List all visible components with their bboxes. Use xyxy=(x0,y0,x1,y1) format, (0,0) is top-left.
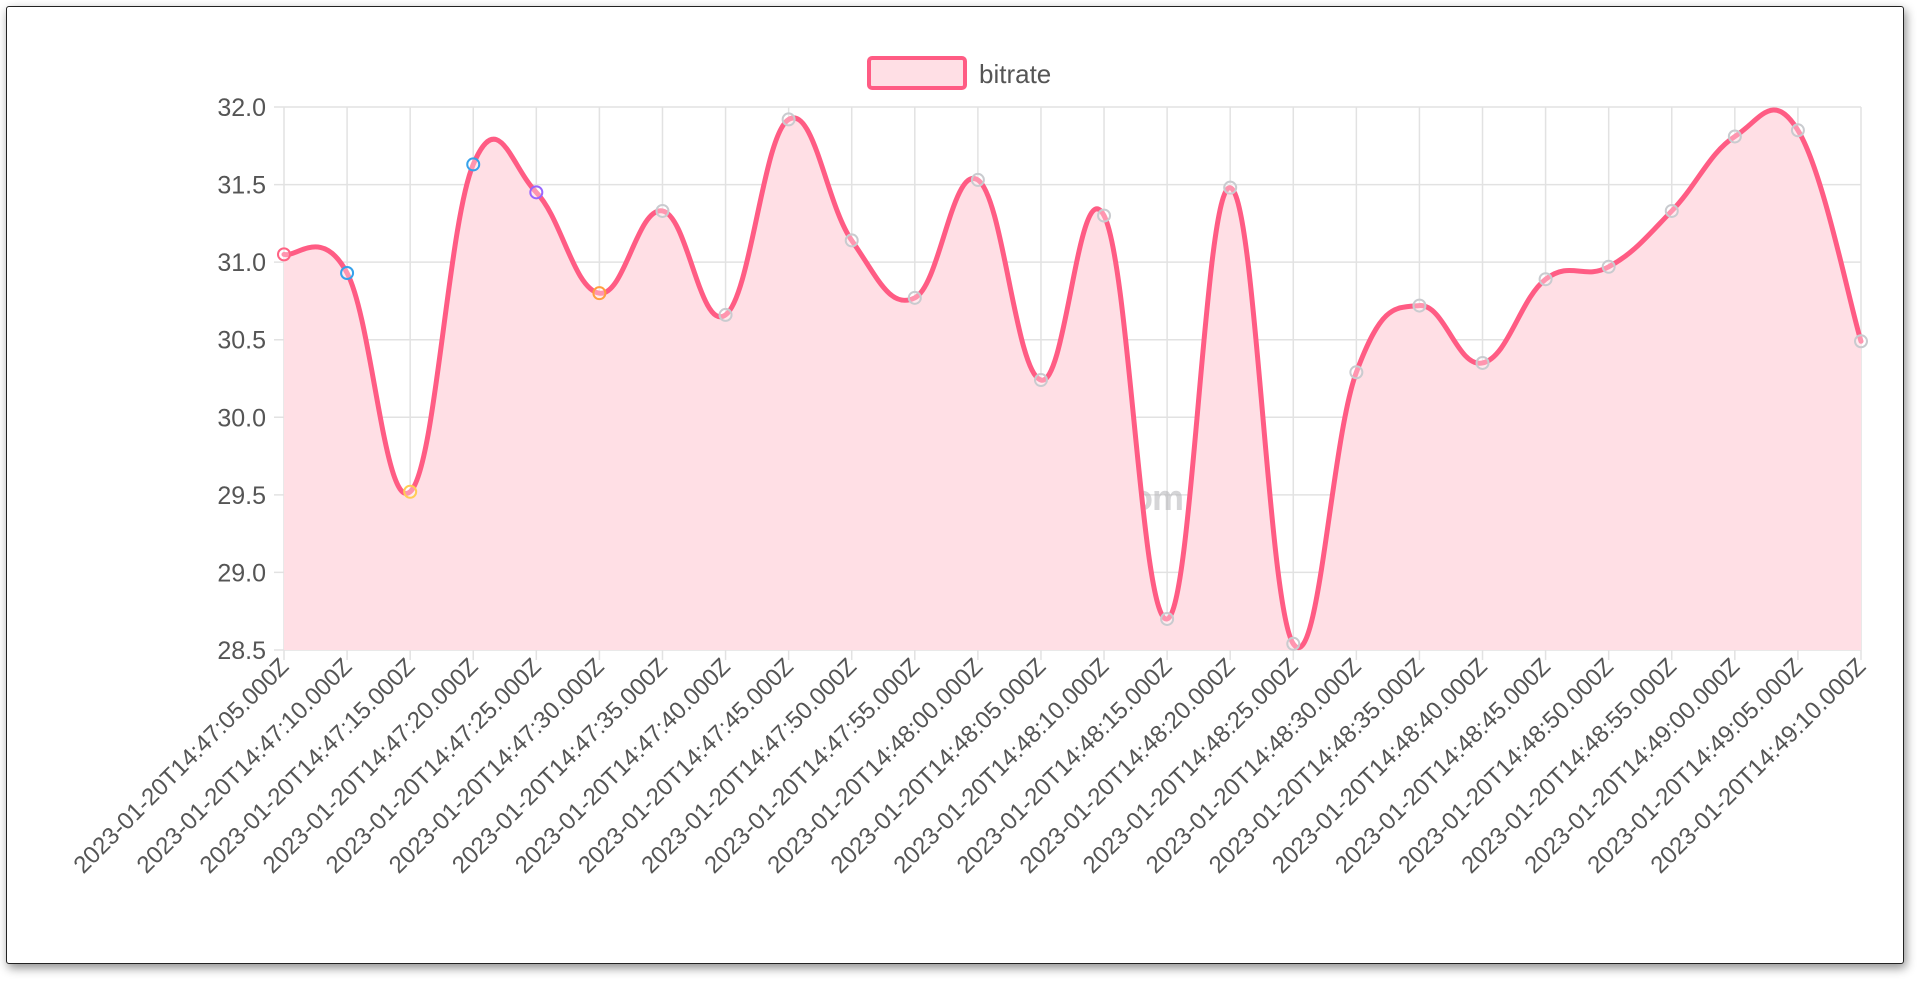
data-point[interactable] xyxy=(844,233,859,248)
data-point[interactable] xyxy=(970,172,985,187)
data-point[interactable] xyxy=(718,307,733,322)
data-point[interactable] xyxy=(1160,611,1175,626)
data-point[interactable] xyxy=(592,286,607,301)
data-point[interactable] xyxy=(1601,259,1616,274)
data-point[interactable] xyxy=(1349,365,1364,380)
y-tick-label: 31.5 xyxy=(217,172,266,200)
data-point[interactable] xyxy=(781,112,796,127)
data-point[interactable] xyxy=(1223,180,1238,195)
legend-swatch[interactable] xyxy=(867,56,967,90)
y-tick-label: 32.0 xyxy=(217,94,266,122)
y-tick-label: 31.0 xyxy=(217,249,266,277)
data-point[interactable] xyxy=(1412,298,1427,313)
data-point[interactable] xyxy=(1475,355,1490,370)
data-point[interactable] xyxy=(1664,203,1679,218)
data-point[interactable] xyxy=(1538,272,1553,287)
y-tick-label: 30.0 xyxy=(217,404,266,432)
data-points xyxy=(277,112,1868,651)
data-point[interactable] xyxy=(907,290,922,305)
bitrate-area-fill xyxy=(284,109,1861,651)
data-point[interactable] xyxy=(340,266,355,281)
chart-frame: {JSON} toChart.com 32.031.531.030.530.02… xyxy=(6,6,1904,964)
y-tick-label: 29.0 xyxy=(217,559,266,587)
data-point[interactable] xyxy=(1286,636,1301,651)
data-point[interactable] xyxy=(403,484,418,499)
legend[interactable]: bitrate xyxy=(867,56,1051,90)
y-tick-label: 30.5 xyxy=(217,327,266,355)
y-tick-label: 28.5 xyxy=(217,637,266,665)
line-chart: {JSON} toChart.com 32.031.531.030.530.02… xyxy=(69,56,1872,879)
y-axis-ticks: 32.0 31.5 31.0 30.5 30.0 29.5 29.0 28.5 xyxy=(217,94,266,665)
x-axis-ticks: 2023-01-20T14:47:05.000Z2023-01-20T14:47… xyxy=(69,653,1872,879)
data-point[interactable] xyxy=(466,157,481,172)
legend-label[interactable]: bitrate xyxy=(979,59,1051,89)
y-tick-label: 29.5 xyxy=(217,482,266,510)
data-point[interactable] xyxy=(1727,129,1742,144)
series-area xyxy=(284,109,1861,651)
data-point[interactable] xyxy=(277,247,291,262)
data-point[interactable] xyxy=(655,203,670,218)
data-point[interactable] xyxy=(1033,373,1048,388)
data-point[interactable] xyxy=(1790,123,1805,138)
data-point[interactable] xyxy=(529,185,544,200)
data-point[interactable] xyxy=(1097,208,1112,223)
data-point[interactable] xyxy=(1854,334,1868,349)
